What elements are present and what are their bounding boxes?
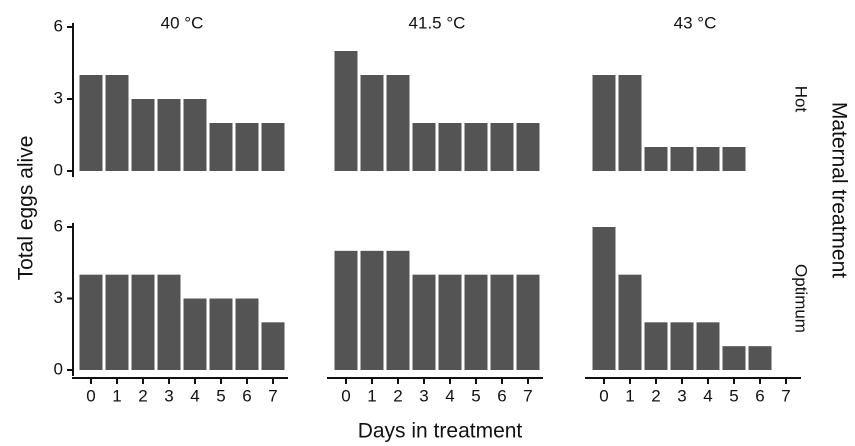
x-tick-label: 6: [497, 386, 506, 405]
x-tick-label: 1: [112, 386, 121, 405]
bar: [261, 322, 285, 370]
x-tick-label: 5: [471, 386, 480, 405]
y-tick-label: 0: [54, 359, 63, 378]
bar: [131, 99, 155, 171]
panel-title: 41.5 °C: [409, 13, 466, 32]
bar: [360, 250, 384, 370]
x-tick-label: 6: [755, 386, 764, 405]
x-tick-label: 3: [419, 386, 428, 405]
x-tick-label: 2: [138, 386, 147, 405]
bar: [105, 75, 129, 171]
bar: [386, 250, 410, 370]
bar: [79, 75, 103, 171]
bar: [235, 123, 259, 171]
bar: [722, 346, 746, 370]
x-tick-label: 1: [625, 386, 634, 405]
bar: [183, 99, 207, 171]
panel-title: 40 °C: [161, 13, 204, 32]
x-tick-label: 2: [651, 386, 660, 405]
bar: [334, 51, 358, 171]
bar: [157, 274, 181, 370]
x-tick-label: 0: [341, 386, 350, 405]
bar: [412, 274, 436, 370]
bar: [644, 147, 668, 171]
y-tick-label: 6: [54, 216, 63, 235]
bar: [696, 147, 720, 171]
bar: [644, 322, 668, 370]
bar: [261, 123, 285, 171]
panel-title: 43 °C: [674, 13, 717, 32]
x-tick-label: 2: [393, 386, 402, 405]
y-axis-label: Total eggs alive: [15, 136, 38, 281]
x-tick-label: 6: [242, 386, 251, 405]
bar: [412, 123, 436, 171]
bar: [105, 274, 129, 370]
x-tick-label: 4: [703, 386, 712, 405]
bar: [592, 75, 616, 171]
bar: [670, 322, 694, 370]
bar: [438, 274, 462, 370]
x-tick-label: 3: [164, 386, 173, 405]
bar: [157, 99, 181, 171]
bar: [722, 147, 746, 171]
x-tick-label: 4: [445, 386, 454, 405]
bar: [386, 75, 410, 171]
bar: [592, 227, 616, 370]
y-tick-label: 3: [54, 88, 63, 107]
bar: [334, 250, 358, 370]
bar: [209, 298, 233, 370]
x-tick-label: 1: [367, 386, 376, 405]
x-tick-label: 4: [190, 386, 199, 405]
x-tick-label: 7: [523, 386, 532, 405]
bar: [438, 123, 462, 171]
x-tick-label: 3: [677, 386, 686, 405]
x-tick-label: 5: [216, 386, 225, 405]
row-label: Hot: [792, 86, 811, 113]
bar: [516, 274, 540, 370]
bar: [618, 75, 642, 171]
bar: [516, 123, 540, 171]
bar: [464, 274, 488, 370]
x-tick-label: 7: [781, 386, 790, 405]
x-axis-label: Days in treatment: [358, 420, 523, 443]
y-tick-label: 3: [54, 288, 63, 307]
row-group-label: Maternal treatment: [827, 102, 850, 278]
bar: [183, 298, 207, 370]
bar: [670, 147, 694, 171]
bar: [464, 123, 488, 171]
bar: [79, 274, 103, 370]
bar: [490, 123, 514, 171]
x-tick-label: 0: [86, 386, 95, 405]
bar: [235, 298, 259, 370]
x-tick-label: 7: [268, 386, 277, 405]
bar: [618, 274, 642, 370]
bar: [748, 346, 772, 370]
x-tick-label: 5: [729, 386, 738, 405]
bar: [131, 274, 155, 370]
y-tick-label: 0: [54, 160, 63, 179]
bar: [696, 322, 720, 370]
x-tick-label: 0: [599, 386, 608, 405]
bar: [360, 75, 384, 171]
bar: [209, 123, 233, 171]
row-label: Optimum: [792, 264, 811, 333]
y-tick-label: 6: [54, 16, 63, 35]
bar: [490, 274, 514, 370]
